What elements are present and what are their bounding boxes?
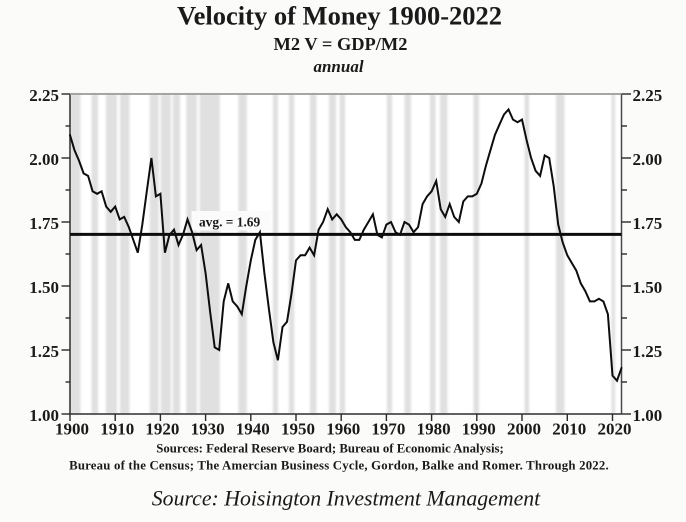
svg-text:2.00: 2.00 — [633, 150, 663, 169]
svg-text:2.00: 2.00 — [29, 150, 59, 169]
svg-text:1920: 1920 — [145, 420, 179, 439]
svg-text:1.75: 1.75 — [633, 214, 663, 233]
svg-text:1980: 1980 — [417, 420, 451, 439]
svg-text:1.00: 1.00 — [633, 406, 663, 425]
svg-text:Source: Hoisington Investment: Source: Hoisington Investment Management — [152, 487, 541, 511]
svg-text:1930: 1930 — [191, 420, 225, 439]
svg-text:1940: 1940 — [236, 420, 270, 439]
svg-text:1.50: 1.50 — [633, 278, 663, 297]
svg-text:2.25: 2.25 — [633, 86, 663, 105]
svg-text:M2 V = GDP/M2: M2 V = GDP/M2 — [274, 34, 408, 54]
svg-text:1.00: 1.00 — [29, 406, 59, 425]
svg-text:1.25: 1.25 — [633, 342, 663, 361]
svg-text:annual: annual — [313, 57, 363, 76]
svg-text:1990: 1990 — [462, 420, 496, 439]
svg-text:1900: 1900 — [55, 420, 89, 439]
svg-text:Velocity of Money 1900-2022: Velocity of Money 1900-2022 — [177, 1, 502, 31]
svg-text:1960: 1960 — [326, 420, 360, 439]
svg-text:Sources: Federal Reserve Board: Sources: Federal Reserve Board; Bureau o… — [156, 442, 504, 456]
svg-text:1970: 1970 — [371, 420, 405, 439]
svg-text:Bureau of the Census; The Amer: Bureau of the Census; The Amercian Busin… — [69, 459, 609, 473]
svg-text:2000: 2000 — [507, 420, 541, 439]
svg-text:avg. = 1.69: avg. = 1.69 — [199, 215, 260, 230]
svg-text:1910: 1910 — [100, 420, 134, 439]
svg-text:2.25: 2.25 — [29, 86, 59, 105]
svg-text:1.50: 1.50 — [29, 278, 59, 297]
svg-text:1950: 1950 — [281, 420, 315, 439]
svg-text:2010: 2010 — [552, 420, 586, 439]
svg-text:1.75: 1.75 — [29, 214, 59, 233]
svg-text:2020: 2020 — [598, 420, 632, 439]
svg-text:1.25: 1.25 — [29, 342, 59, 361]
